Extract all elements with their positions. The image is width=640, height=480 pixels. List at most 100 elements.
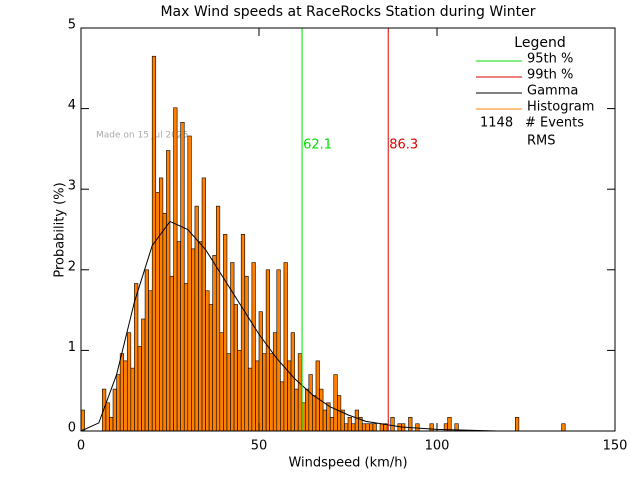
y-tick-label: 5: [68, 18, 76, 33]
histogram-bar: [205, 290, 210, 432]
histogram-bar: [141, 318, 146, 432]
legend-events-label: # Events: [525, 116, 584, 131]
histogram-bar: [429, 423, 434, 432]
histogram-bar: [333, 374, 338, 432]
watermark: Made on 15 Jul 2025: [96, 131, 188, 141]
histogram-bar: [144, 269, 149, 432]
histogram-bar: [215, 205, 221, 432]
histogram-bar: [294, 388, 299, 432]
histogram-bar: [109, 416, 114, 432]
y-axis-label: Probability (%): [53, 182, 68, 277]
legend-label: Gamma: [527, 84, 578, 99]
legend-label: 99th %: [527, 68, 573, 83]
histogram-bar: [191, 248, 196, 432]
histogram-bar: [258, 311, 263, 432]
histogram-bar: [198, 241, 203, 432]
x-axis-label: Windspeed (km/h): [288, 456, 407, 471]
histogram-bar: [130, 367, 135, 432]
x-tick-label: 50: [251, 439, 268, 454]
histogram-bar: [223, 234, 228, 432]
histogram-bar: [322, 409, 327, 432]
histogram-bar: [315, 360, 320, 432]
histogram-bar: [233, 304, 238, 432]
histogram-bar: [237, 350, 242, 432]
gamma-curve: [80, 220, 498, 432]
histogram-bar: [369, 423, 374, 432]
histogram-bar: [354, 409, 359, 432]
y-tick-label: 2: [68, 259, 76, 274]
histogram-bar: [361, 423, 367, 432]
histogram-bar: [244, 275, 249, 432]
histogram-bar: [219, 332, 224, 432]
histogram-bar: [365, 423, 370, 432]
histogram-bar: [372, 423, 377, 432]
histogram-bar: [240, 234, 246, 432]
histogram-bar: [134, 283, 139, 432]
histogram-bar: [255, 360, 260, 432]
chart-title: Max Wind speeds at RaceRocks Station dur…: [160, 4, 535, 20]
x-tick-label: 150: [603, 439, 628, 454]
histogram-bar: [208, 304, 214, 432]
histogram-bar: [390, 416, 395, 432]
histogram-bar: [329, 416, 335, 432]
y-tick-label: 4: [68, 98, 76, 113]
legend-rms-label: RMS: [527, 134, 556, 149]
x-tick-label: 100: [425, 439, 450, 454]
histogram-bar: [176, 241, 181, 432]
legend-label: 95th %: [527, 52, 573, 67]
histogram-bar: [379, 423, 384, 432]
histogram-bar: [116, 374, 121, 432]
histogram-bar: [447, 416, 452, 432]
histogram-bar: [166, 150, 171, 432]
histogram-bar: [290, 332, 295, 432]
histogram-bar: [304, 388, 310, 432]
histogram-bar: [248, 367, 253, 432]
threshold-label: 86.3: [389, 138, 418, 153]
histogram-bar: [183, 283, 189, 432]
histogram-bar: [283, 262, 288, 432]
histogram-bar: [119, 353, 125, 432]
histogram-bar: [112, 388, 117, 432]
histogram-bar: [515, 416, 520, 432]
threshold-label: 62.1: [303, 138, 332, 153]
histogram-bar: [226, 353, 231, 432]
histogram-bar: [230, 262, 235, 432]
histogram-bar: [262, 353, 267, 432]
histogram-bar: [201, 177, 206, 432]
histogram-bar: [105, 402, 110, 432]
legend-title: Legend: [514, 35, 565, 51]
histogram-bar: [280, 381, 285, 432]
histogram-bar: [155, 192, 160, 432]
histogram-bar: [159, 177, 164, 432]
histogram-bar: [126, 332, 132, 432]
histogram-bar: [312, 395, 317, 432]
histogram-bar: [344, 423, 349, 432]
x-tick-label: 0: [77, 439, 85, 454]
histogram-bar: [319, 388, 324, 432]
histogram-bar: [137, 346, 142, 432]
histogram-bar: [173, 107, 178, 432]
histogram-bar: [251, 262, 256, 432]
histogram-bar: [212, 254, 217, 432]
histogram-bar: [187, 135, 192, 432]
histogram-bar: [337, 395, 342, 432]
histogram-bar: [561, 423, 566, 432]
histogram-bar: [265, 269, 270, 432]
histogram-bar: [408, 416, 413, 432]
legend-label: Histogram: [527, 100, 594, 115]
y-tick-label: 0: [68, 421, 76, 436]
histogram-bar: [269, 353, 274, 432]
y-tick-label: 3: [68, 179, 76, 194]
histogram-bar: [276, 269, 281, 432]
histogram-bar: [169, 275, 174, 432]
histogram-bar: [308, 374, 313, 432]
histogram-bar: [415, 423, 420, 432]
histogram-bar: [272, 332, 278, 432]
histogram-bar: [123, 360, 128, 432]
histogram-bar: [162, 213, 167, 432]
legend-events: 1148: [480, 116, 513, 131]
histogram-bar: [347, 416, 352, 432]
y-tick-label: 1: [68, 340, 76, 355]
histogram-bar: [297, 353, 303, 432]
